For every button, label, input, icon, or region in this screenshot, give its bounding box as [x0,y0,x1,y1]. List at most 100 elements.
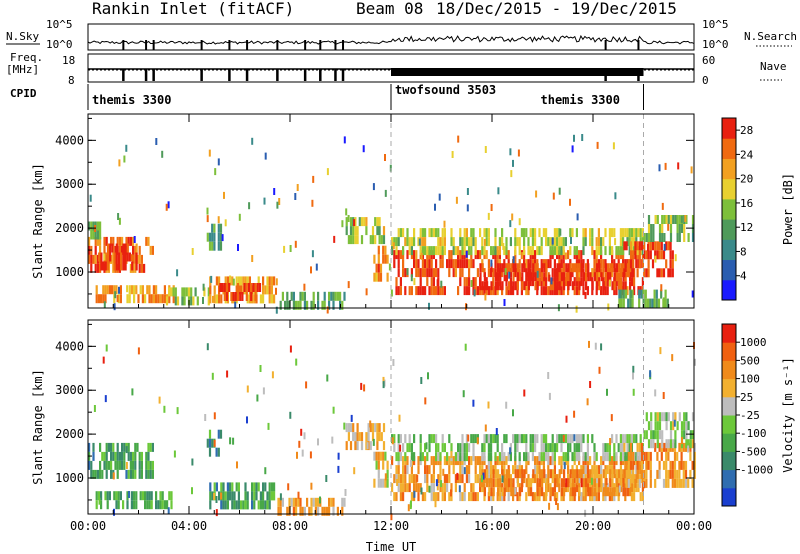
range-gate-cell [468,492,471,502]
freq-strip-frame [87,53,695,83]
range-gate-cell [406,456,409,466]
scatter-point [382,376,385,384]
range-gate-cell [159,500,162,510]
range-gate-cell [638,250,641,260]
range-gate-cell [529,259,532,269]
range-gate-cell [217,429,220,439]
range-gate-cell [516,469,519,479]
scatter-point [435,479,438,487]
range-gate-cell [542,492,545,502]
range-gate-cell [190,296,193,306]
range-gate-cell [684,460,688,470]
range-gate-cell [626,487,629,497]
scatter-point [505,401,508,409]
range-gate-cell [472,434,475,444]
range-gate-cell [607,487,610,497]
range-gate-cell [417,286,420,296]
range-gate-cell [119,285,122,295]
range-gate-cell [497,478,500,488]
range-gate-cell [470,228,473,238]
range-gate-cell [521,263,524,273]
range-gate-cell [441,228,444,238]
range-gate-cell [543,272,546,282]
scatter-point [275,287,277,295]
scatter-point [276,201,279,209]
range-gate-cell [437,286,440,296]
range-gate-cell [591,268,594,278]
range-gate-cell [582,228,585,238]
range-gate-cell [402,246,405,256]
range-gate-cell [270,491,273,501]
range-gate-cell [585,272,588,282]
range-gate-cell [459,474,462,484]
range-gate-cell [424,474,427,484]
range-gate-cell [644,289,647,299]
range-gate-cell [306,300,309,310]
range-gate-cell [558,469,561,479]
range-gate-cell [240,500,243,510]
range-gate-cell [432,268,435,278]
range-gate-cell [223,283,226,292]
scatter-point [484,146,487,153]
range-gate-cell [437,452,440,462]
scatter-point [363,384,366,392]
range-gate-cell [516,263,519,273]
range-gate-cell [563,469,566,479]
scatter-point [295,358,298,366]
range-gate-cell [624,492,627,502]
range-gate-cell [402,474,405,484]
range-gate-cell [345,441,348,451]
range-gate-cell [501,492,504,502]
range-gate-cell [667,241,670,251]
cpid-segment-label: twofsound 3503 [395,83,496,97]
scatter-point [504,268,507,275]
range-gate-cell [459,237,462,247]
range-gate-cell [465,286,468,296]
range-gate-cell [652,233,655,242]
range-gate-cell [421,246,424,256]
range-gate-cell [148,285,151,295]
range-gate-cell [352,226,355,236]
scatter-point [436,483,439,491]
range-gate-cell [492,268,495,278]
y-tick-label: 3000 [55,177,84,191]
range-gate-cell [465,237,468,247]
date-range: 18/Dec/2015 - 19/Dec/2015 [436,0,677,18]
y-tick-label: 4000 [55,133,84,147]
range-gate-cell [553,452,556,462]
range-gate-cell [582,237,585,247]
range-gate-cell [656,241,659,251]
range-gate-cell [503,434,506,444]
range-gate-cell [647,259,650,269]
range-gate-cell [474,456,477,466]
range-gate-cell [461,259,464,269]
range-gate-cell [530,487,533,497]
range-gate-cell [496,456,499,466]
range-gate-cell [606,443,609,453]
range-gate-cell [356,441,359,451]
range-gate-cell [483,281,486,291]
range-gate-cell [268,500,271,510]
range-gate-cell [140,263,143,273]
range-gate-cell [501,452,504,462]
range-gate-cell [483,469,486,479]
range-gate-cell [543,263,546,273]
scatter-point [576,213,579,221]
range-gate-cell [221,283,224,292]
range-gate-cell [510,281,513,291]
range-gate-cell [105,460,108,470]
range-gate-cell [244,482,247,492]
range-gate-cell [646,298,650,308]
range-gate-cell [630,474,633,484]
scatter-point [684,215,687,222]
range-gate-cell [536,478,539,488]
range-gate-cell [534,443,537,453]
range-gate-cell [145,451,148,461]
range-gate-cell [472,259,475,269]
range-gate-cell [465,228,468,238]
range-gate-cell [512,487,515,497]
scatter-point [664,162,667,170]
range-gate-cell [667,268,670,278]
range-gate-cell [643,451,646,461]
x-axis-label: Time UT [366,540,417,554]
